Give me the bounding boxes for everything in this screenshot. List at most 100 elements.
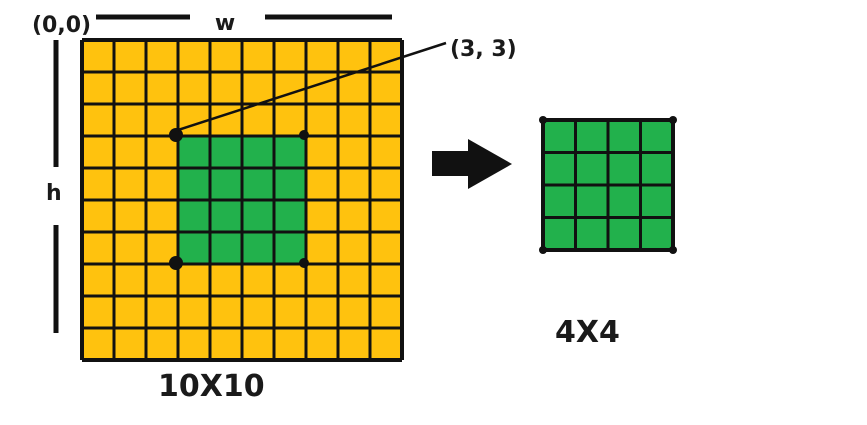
grid-cell (82, 200, 114, 232)
crop-cell (242, 200, 274, 232)
grid-cell (178, 104, 210, 136)
large-grid-lines (80, 38, 404, 362)
grid-cell (338, 168, 370, 200)
small-grid-size-label: 4X4 (555, 315, 620, 350)
grid-cell (146, 296, 178, 328)
crop-cell (574, 151, 610, 187)
crop-cell (178, 168, 210, 200)
grid-cell (338, 264, 370, 296)
corner-marker (669, 116, 677, 124)
grid-cell (178, 72, 210, 104)
grid-cell (274, 40, 306, 72)
grid-cell (274, 104, 306, 136)
grid-cell (274, 328, 306, 360)
point-callout-line (177, 41, 447, 132)
grid-cell (146, 328, 178, 360)
point-label: (3, 3) (450, 37, 517, 62)
crop-cell (541, 183, 577, 219)
large-grid-10x10 (82, 40, 402, 360)
grid-cell (114, 104, 146, 136)
grid-cell (370, 264, 402, 296)
grid-cell (210, 72, 242, 104)
grid-cell (146, 72, 178, 104)
grid-cell (82, 104, 114, 136)
grid-cell (82, 296, 114, 328)
grid-cell (210, 104, 242, 136)
grid-cell (82, 40, 114, 72)
crop-cell (274, 168, 306, 200)
crop-cell (639, 183, 675, 219)
corner-marker (169, 128, 183, 142)
crop-cell (606, 151, 642, 187)
grid-cell (114, 328, 146, 360)
grid-cell (114, 232, 146, 264)
corner-marker (669, 246, 677, 254)
crop-cell (178, 136, 210, 168)
crop-cell (606, 216, 642, 252)
grid-cell (82, 136, 114, 168)
grid-cell (114, 40, 146, 72)
crop-cell (574, 216, 610, 252)
crop-cell (210, 200, 242, 232)
grid-cell (242, 296, 274, 328)
grid-cell (274, 72, 306, 104)
grid-cell (338, 232, 370, 264)
crop-cell (574, 118, 610, 154)
grid-cell (338, 104, 370, 136)
grid-cell (306, 264, 338, 296)
arrow-right-icon (432, 139, 512, 189)
grid-cell (338, 328, 370, 360)
grid-cell (82, 328, 114, 360)
crop-cell (210, 168, 242, 200)
grid-cell (210, 296, 242, 328)
crop-cell (242, 168, 274, 200)
grid-cell (178, 264, 210, 296)
small-grid-4x4 (539, 116, 677, 254)
grid-cell (306, 168, 338, 200)
grid-cell (146, 40, 178, 72)
grid-cell (370, 296, 402, 328)
corner-marker (539, 116, 547, 124)
crop-cell (274, 136, 306, 168)
crop-cell (210, 232, 242, 264)
crop-cell (639, 118, 675, 154)
grid-cell (306, 40, 338, 72)
grid-cell (210, 328, 242, 360)
crop-cell (606, 183, 642, 219)
grid-cell (274, 264, 306, 296)
grid-cell (306, 136, 338, 168)
height-label: h (46, 181, 62, 206)
crop-cell (541, 118, 577, 154)
grid-cell (242, 328, 274, 360)
large-grid-size-label: 10X10 (158, 369, 265, 404)
grid-cell (114, 264, 146, 296)
crop-cell (541, 151, 577, 187)
grid-cell (338, 296, 370, 328)
grid-cell (370, 200, 402, 232)
grid-cell (242, 264, 274, 296)
corner-marker (539, 246, 547, 254)
crop-cell (639, 151, 675, 187)
grid-cell (242, 40, 274, 72)
grid-cell (306, 328, 338, 360)
crop-cell (639, 216, 675, 252)
grid-cell (178, 296, 210, 328)
grid-cell (306, 296, 338, 328)
crop-cell (541, 216, 577, 252)
grid-cell (370, 136, 402, 168)
crop-cell (242, 232, 274, 264)
crop-corner-markers (169, 128, 309, 270)
grid-cell (114, 200, 146, 232)
grid-cell (338, 200, 370, 232)
grid-cell (306, 232, 338, 264)
crop-cell (242, 136, 274, 168)
grid-cell (114, 136, 146, 168)
grid-cell (306, 200, 338, 232)
grid-cell (370, 72, 402, 104)
grid-cell (82, 232, 114, 264)
grid-cell (210, 264, 242, 296)
grid-cell (82, 264, 114, 296)
grid-cell (82, 72, 114, 104)
crop-cell (178, 232, 210, 264)
